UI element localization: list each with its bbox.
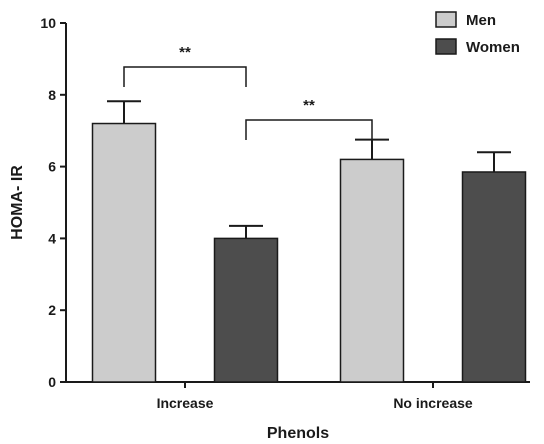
y-tick-label: 10 <box>40 15 56 31</box>
y-tick-label: 0 <box>48 374 56 390</box>
bar-women-no-increase <box>461 171 527 383</box>
y-tick-label: 8 <box>48 87 56 103</box>
legend-swatch-women <box>435 38 457 55</box>
legend-label-women: Women <box>466 39 520 56</box>
significance-bracket <box>123 66 247 87</box>
x-ticks: Increase No increase <box>157 382 473 411</box>
legend-label-men: Men <box>466 12 496 29</box>
significance-brackets: ** ** <box>123 44 373 140</box>
significance-marker: ** <box>303 97 315 114</box>
y-ticks: 0 2 4 6 8 10 <box>40 15 66 390</box>
significance-bracket <box>245 119 373 140</box>
x-tick-label: Increase <box>157 395 214 411</box>
bar-men-increase <box>91 122 157 383</box>
bars <box>91 122 527 383</box>
error-bars <box>107 100 511 239</box>
y-tick-label: 6 <box>48 159 56 175</box>
y-axis-title: HOMA- IR <box>9 165 26 240</box>
x-axis-title: Phenols <box>267 425 329 442</box>
significance-marker: ** <box>179 44 191 61</box>
x-tick-label: No increase <box>393 395 473 411</box>
legend: Men Women <box>435 11 520 56</box>
bar-women-increase <box>213 237 279 383</box>
legend-swatch-men <box>435 11 457 28</box>
bar-men-no-increase <box>339 158 405 383</box>
y-tick-label: 4 <box>48 230 56 246</box>
y-tick-label: 2 <box>48 302 56 318</box>
